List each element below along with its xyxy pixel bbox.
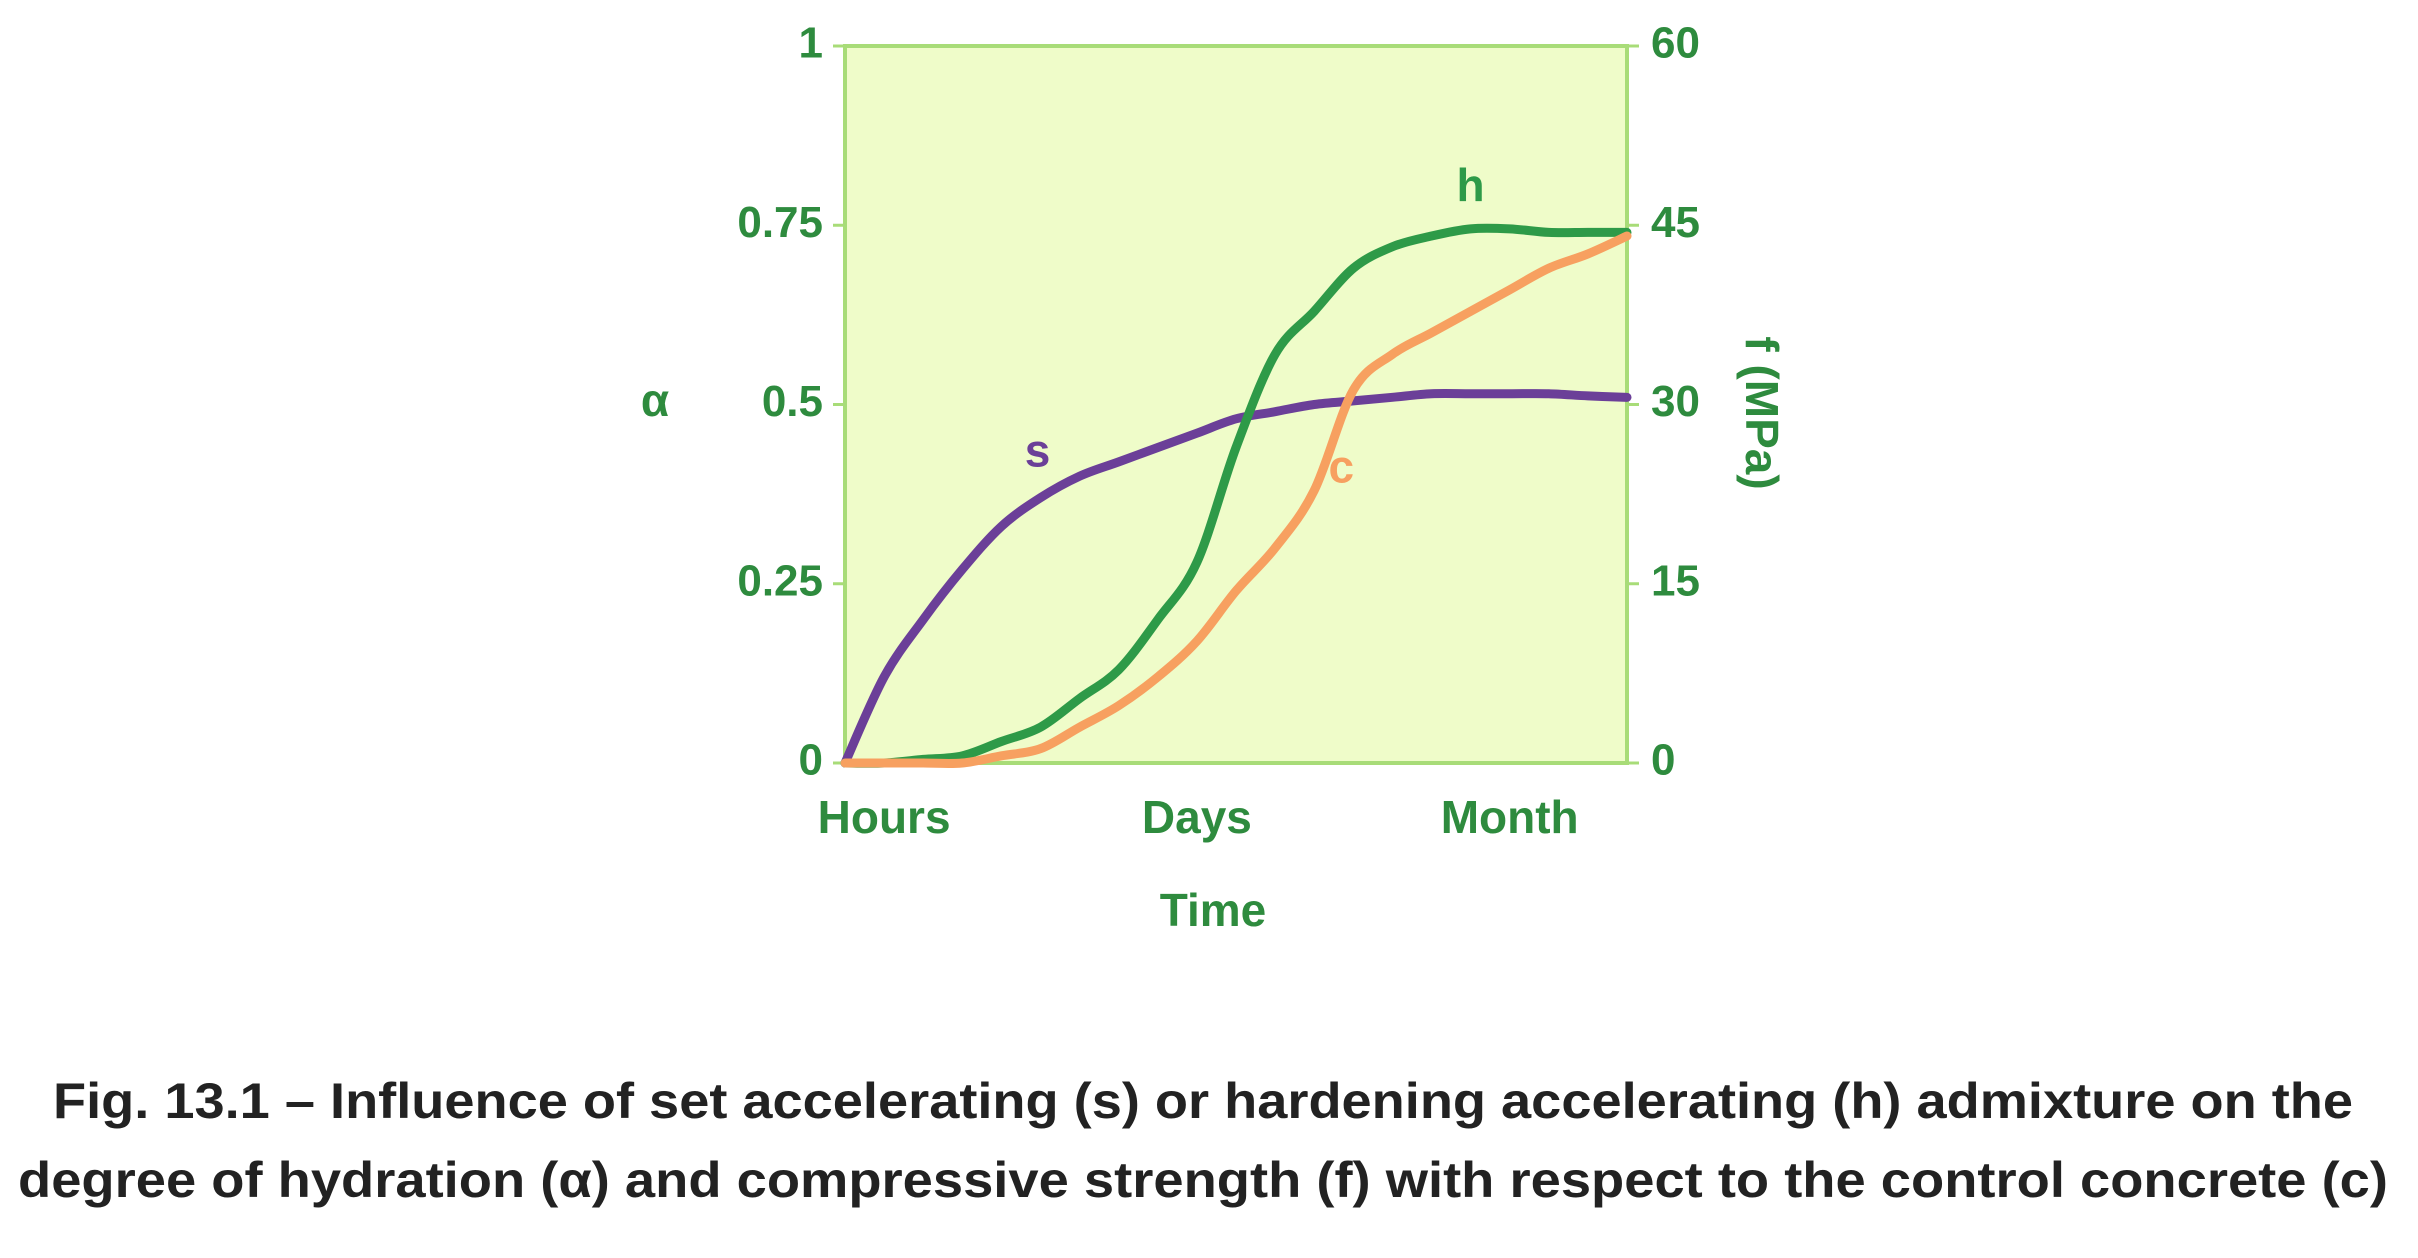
line xyxy=(840,231,1632,769)
series-label: h xyxy=(1457,159,1485,211)
y2-tick-label: 30 xyxy=(1651,377,1700,426)
line xyxy=(840,388,1632,768)
y2-tick-label: 60 xyxy=(1651,19,1700,68)
y-tick-label: 0 xyxy=(799,736,823,785)
y-tick-label: 0.75 xyxy=(737,198,823,247)
series-label: c xyxy=(1329,440,1355,492)
y-tick-label: 0.5 xyxy=(762,377,823,426)
caption-line: Fig. 13.1 – Influence of set acceleratin… xyxy=(53,1073,2353,1129)
y-tick-label: 1 xyxy=(799,19,823,68)
y2-axis-label: f (MPa) xyxy=(1736,336,1788,489)
line xyxy=(840,223,1632,768)
y-axis-label: α xyxy=(641,374,669,426)
x-tick-label: Days xyxy=(1142,791,1252,843)
x-axis-label: Time xyxy=(1160,884,1267,936)
plot-area xyxy=(843,44,1629,765)
caption-line: degree of hydration (α) and compressive … xyxy=(18,1152,2388,1208)
x-tick-label: Month xyxy=(1441,791,1579,843)
y2-tick-label: 15 xyxy=(1651,556,1700,605)
y2-tick-label: 45 xyxy=(1651,198,1700,247)
x-tick-label: Hours xyxy=(818,791,951,843)
y-tick-label: 0.25 xyxy=(737,556,823,605)
series-label: s xyxy=(1025,424,1051,476)
y2-tick-label: 0 xyxy=(1651,736,1675,785)
